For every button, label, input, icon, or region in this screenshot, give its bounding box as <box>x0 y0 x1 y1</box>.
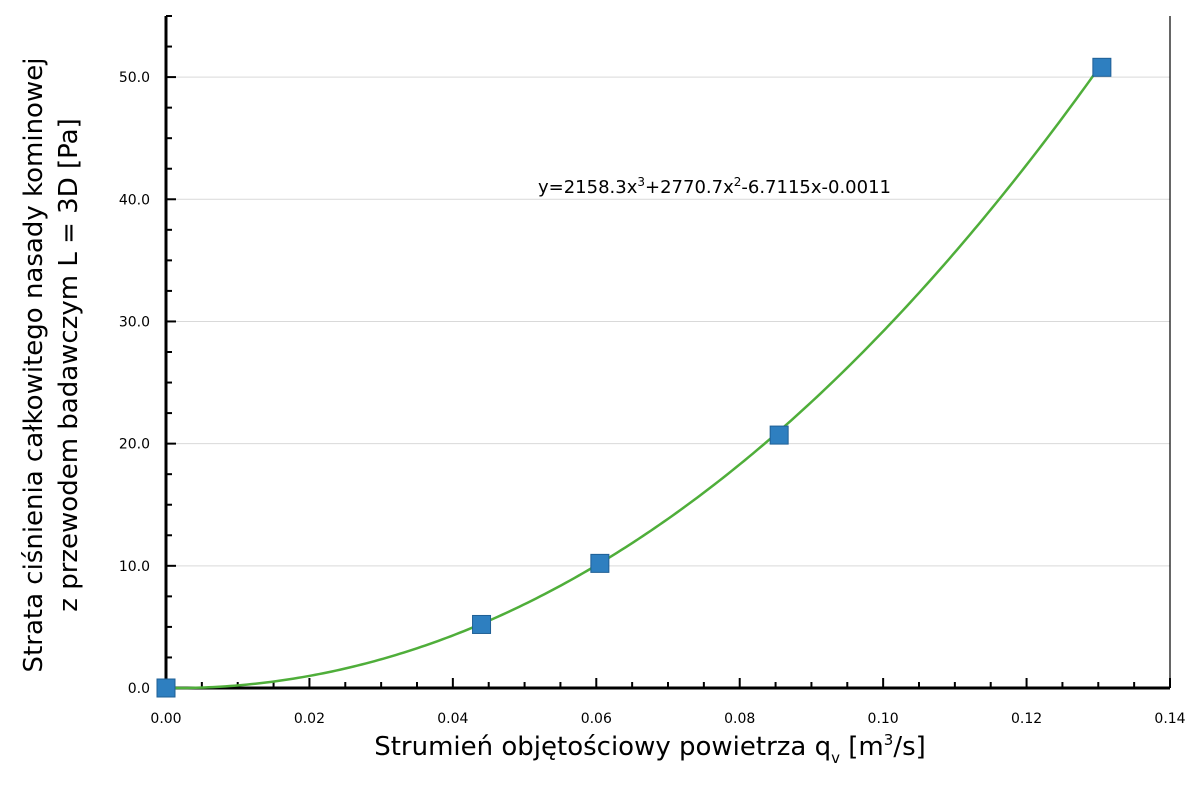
y-tick-label: 20.0 <box>119 437 150 453</box>
x-tick-label: 0.00 <box>150 711 181 727</box>
data-point <box>472 614 492 634</box>
y-tick-label: 50.0 <box>119 70 150 86</box>
trendline-equation: y=2158.3x3+2770.7x2-6.7115x-0.0011 <box>538 175 891 198</box>
y-tick-label: 0.0 <box>128 681 150 697</box>
x-tick-label: 0.14 <box>1154 711 1185 727</box>
y-axis-title: Strata ciśnienia całkowitego nasady komi… <box>19 58 84 673</box>
data-point <box>1092 57 1112 77</box>
y-axis-title-line1: Strata ciśnienia całkowitego nasady komi… <box>19 58 49 673</box>
x-tick-label: 0.04 <box>437 711 468 727</box>
trendline-curve <box>165 62 1103 690</box>
trendline <box>165 62 1103 690</box>
y-tick-label: 30.0 <box>119 314 150 330</box>
y-tick-label: 10.0 <box>119 559 150 575</box>
data-point <box>156 678 176 698</box>
x-tick-label: 0.06 <box>581 711 612 727</box>
data-point <box>590 553 610 573</box>
x-tick-label: 0.12 <box>1011 711 1042 727</box>
ticks: 0.0 10.0 20.0 30.0 40.0 50.0 0.00 0.02 0.04 0.06 0… <box>119 15 1186 727</box>
y-axis-title-line2: z przewodem badawczym L = 3D [Pa] <box>54 118 84 611</box>
data-points <box>156 57 1112 698</box>
x-tick-label: 0.10 <box>868 711 899 727</box>
axes <box>164 16 1171 690</box>
x-tick-label: 0.08 <box>724 711 755 727</box>
x-tick-label: 0.02 <box>294 711 325 727</box>
x-axis-title: Strumień objętościowy powietrza qv [m3/s… <box>374 731 926 767</box>
data-point <box>769 425 789 445</box>
grid-lines <box>166 76 1170 567</box>
y-tick-label: 40.0 <box>119 192 150 208</box>
